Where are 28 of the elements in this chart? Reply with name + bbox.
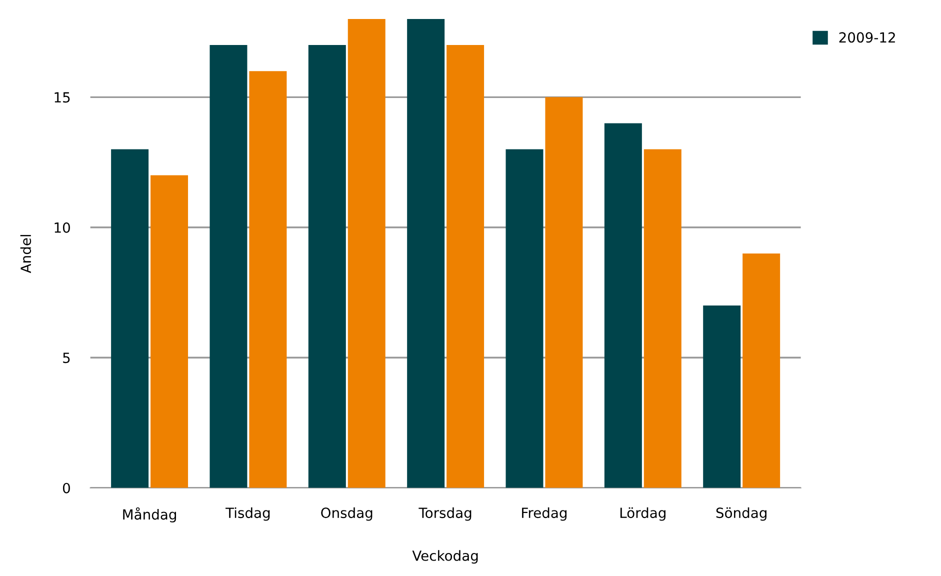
x-tick-label: Söndag	[716, 507, 766, 521]
bar	[111, 149, 149, 488]
x-tick-label: Fredag	[522, 507, 567, 521]
bar	[742, 253, 780, 488]
x-tick-label: Onsdag	[321, 507, 372, 521]
x-axis-title: Veckodag	[412, 550, 478, 564]
x-tick-label: Tisdag	[226, 507, 270, 521]
y-tick-label: 10	[54, 222, 70, 233]
bar	[545, 97, 583, 488]
bar	[150, 175, 188, 488]
bar	[249, 71, 287, 488]
bar	[644, 149, 682, 488]
x-tick-label: Torsdag	[418, 507, 472, 521]
bar	[703, 306, 741, 488]
bar	[407, 19, 445, 488]
x-tick-label: Måndag	[123, 507, 176, 522]
bar	[348, 19, 386, 488]
y-axis-title: Andel	[20, 234, 32, 274]
bar	[308, 45, 346, 488]
y-tick-label: 5	[63, 352, 70, 364]
bar	[446, 45, 484, 488]
bar	[210, 45, 248, 488]
y-tick-label: 0	[62, 482, 70, 494]
legend-label: 2009-12	[839, 32, 895, 43]
bar	[506, 149, 544, 488]
x-tick-label: Lördag	[620, 507, 666, 521]
bar	[604, 123, 642, 488]
y-tick-label: 15	[54, 92, 70, 103]
